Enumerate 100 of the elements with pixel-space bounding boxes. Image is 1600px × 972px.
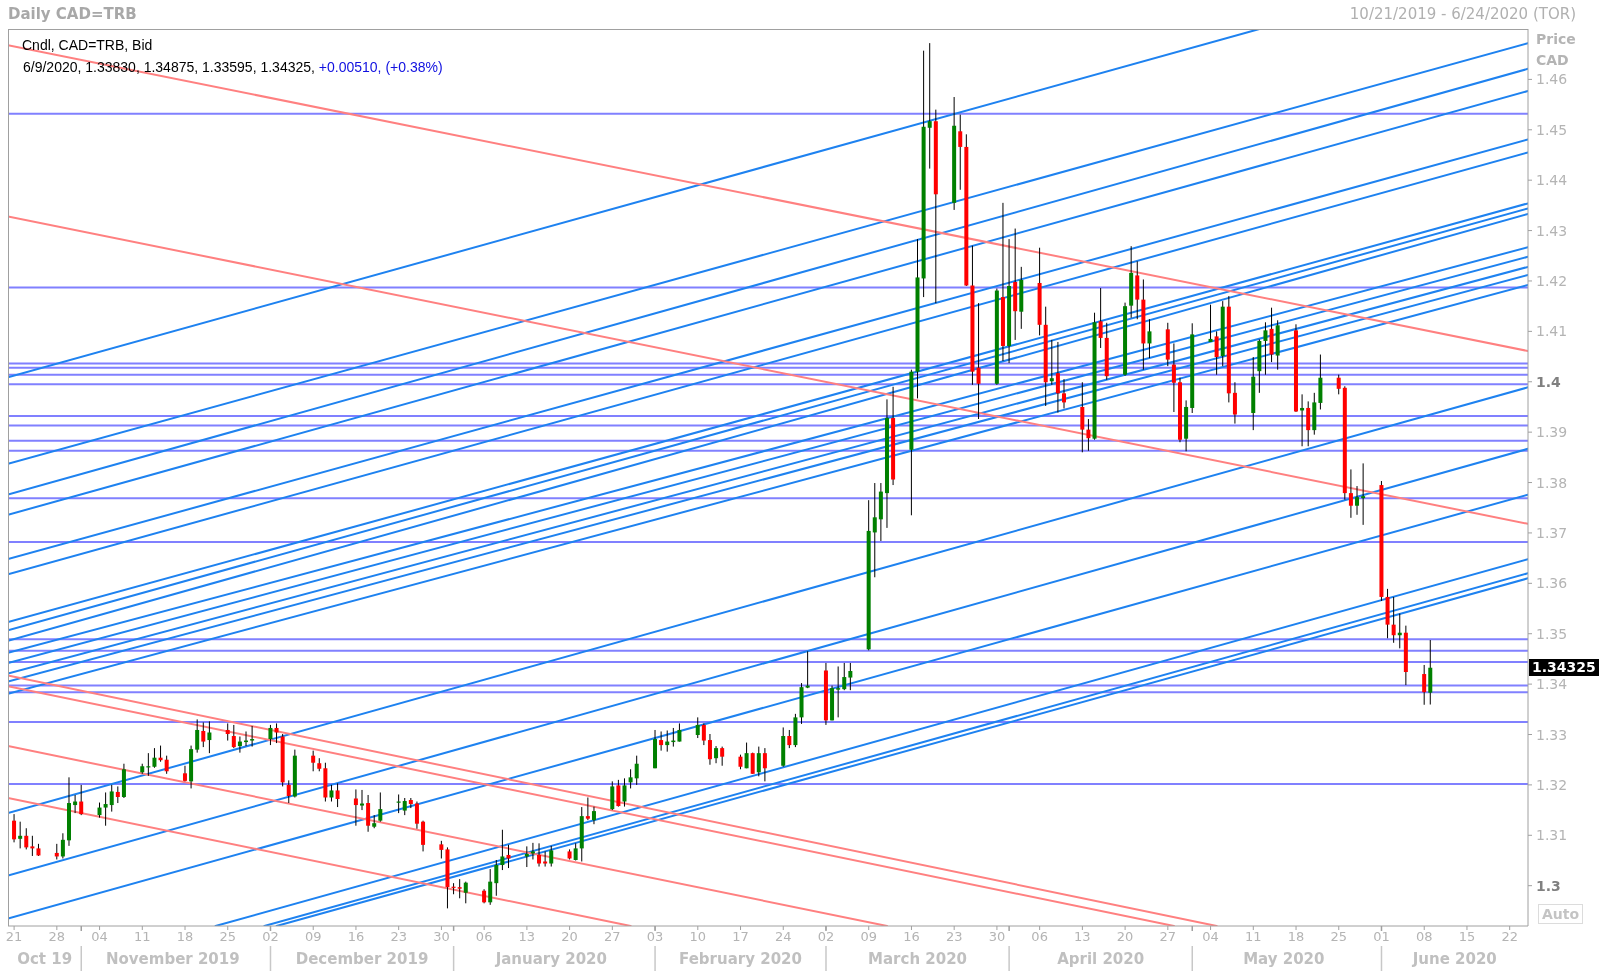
candlestick <box>1147 318 1152 359</box>
x-tick-label: 04 <box>1202 929 1219 945</box>
candlestick <box>152 747 157 769</box>
y-tick-label: 1.33 <box>1536 726 1568 743</box>
candlestick <box>1086 418 1091 452</box>
candlestick <box>457 878 462 899</box>
candlestick <box>744 742 749 769</box>
candlestick <box>872 482 877 578</box>
candlestick <box>543 850 548 868</box>
annotation: 6/9/2020, 1.33830, 1.34875, 1.33595, 1.34325, <box>23 59 315 75</box>
candlestick <box>585 797 590 821</box>
x2-tick-label: June 2020 <box>1411 950 1497 969</box>
x-tick-label: 21 <box>5 929 23 945</box>
candlestick <box>1098 287 1103 349</box>
x-tick-label: 06 <box>475 929 493 945</box>
candlestick <box>103 791 108 827</box>
candlestick <box>659 730 664 752</box>
chart-subtitle: 10/21/2019 - 6/24/2020 (TOR) <box>1349 5 1576 23</box>
x-tick-label: 16 <box>347 929 365 945</box>
x-tick-label: 03 <box>646 929 664 945</box>
annotation: Cndl, CAD=TRB, Bid <box>22 37 153 53</box>
x-tick-label: 04 <box>91 929 108 945</box>
x-tick-label: 28 <box>48 929 66 945</box>
y-tick-label: 1.44 <box>1536 172 1568 189</box>
candlestick <box>695 716 700 739</box>
candlestick <box>842 662 847 691</box>
y-tick-label: 1.35 <box>1536 625 1568 642</box>
candlestick <box>60 832 65 859</box>
x-tick-label: 30 <box>433 929 450 945</box>
candlestick <box>836 665 841 718</box>
candlestick <box>610 780 615 811</box>
y-tick-label: 1.37 <box>1536 524 1568 541</box>
candlestick <box>18 821 23 849</box>
candlestick <box>1336 374 1341 395</box>
x-tick-label: 17 <box>732 929 749 945</box>
candlestick <box>1422 664 1427 706</box>
candlestick <box>201 721 206 748</box>
candlestick <box>195 718 200 754</box>
x-tick-label: 08 <box>1415 929 1433 945</box>
y-tick-label: 1.4 <box>1536 373 1562 390</box>
candlestick <box>250 725 255 748</box>
x2-tick-label: March 2020 <box>868 950 968 969</box>
x-tick-label: 25 <box>219 929 237 945</box>
candlestick <box>1263 321 1268 376</box>
candlestick <box>787 729 792 749</box>
x-tick-label: 27 <box>1159 929 1177 945</box>
candlestick <box>927 42 932 170</box>
x-tick-label: 10 <box>689 929 707 945</box>
candlestick <box>488 868 493 906</box>
x-tick-label: 16 <box>903 929 920 945</box>
candlestick <box>268 724 273 746</box>
x-tick-label: 06 <box>1031 929 1048 945</box>
candlestick <box>421 820 426 852</box>
candlestick <box>1208 304 1213 343</box>
candlestick <box>1171 342 1176 413</box>
x-tick-label: 15 <box>1458 929 1476 945</box>
y-tick-label: 1.42 <box>1536 273 1568 290</box>
x-tick-label: 11 <box>134 929 151 945</box>
candlestick <box>24 827 29 850</box>
x-tick-label: 02 <box>262 929 279 945</box>
chart-title: Daily CAD=TRB <box>8 5 137 23</box>
candlestick <box>360 789 364 811</box>
candlestick <box>1306 400 1311 447</box>
candlestick <box>414 801 419 830</box>
candlestick <box>1049 339 1054 386</box>
x-tick-label: 09 <box>304 929 322 945</box>
candlestick <box>530 842 535 860</box>
candlestick <box>1055 341 1060 413</box>
y-tick-label: 1.39 <box>1536 424 1568 441</box>
x-tick-label: 25 <box>1330 929 1348 945</box>
x-tick-label: 23 <box>390 929 407 945</box>
candlestick <box>1355 485 1360 516</box>
candlestick <box>628 768 633 789</box>
y-tick-label: 1.46 <box>1536 71 1568 88</box>
candlestick <box>976 302 981 420</box>
y-tick-label: 1.31 <box>1536 827 1568 844</box>
x2-tick-label: April 2020 <box>1057 950 1145 969</box>
y-tick-label: 1.45 <box>1536 121 1568 138</box>
x-tick-label: 30 <box>988 929 1006 945</box>
x-tick-label: 24 <box>774 929 792 945</box>
x-tick-label: 27 <box>604 929 621 945</box>
candlestick <box>1062 378 1067 409</box>
x-tick-label: 13 <box>1074 929 1091 945</box>
candlestick <box>1391 596 1396 644</box>
candlestick <box>1080 381 1085 453</box>
candlestick <box>756 746 761 777</box>
candlestick <box>1214 330 1219 376</box>
candlestick <box>701 722 706 746</box>
y-tick-label: 1.32 <box>1536 776 1568 793</box>
x-tick-label: 22 <box>1501 929 1518 945</box>
x2-tick-label: Oct 19 <box>17 950 73 969</box>
candlestick <box>634 755 639 786</box>
candlestick <box>720 746 725 767</box>
candlestick <box>848 662 853 691</box>
x-tick-label: 18 <box>1287 929 1305 945</box>
candlestick <box>311 750 316 772</box>
candlestick <box>335 782 340 808</box>
candlestick <box>353 788 358 827</box>
candlestick <box>30 835 35 857</box>
x2-tick-label: February 2020 <box>679 950 802 969</box>
